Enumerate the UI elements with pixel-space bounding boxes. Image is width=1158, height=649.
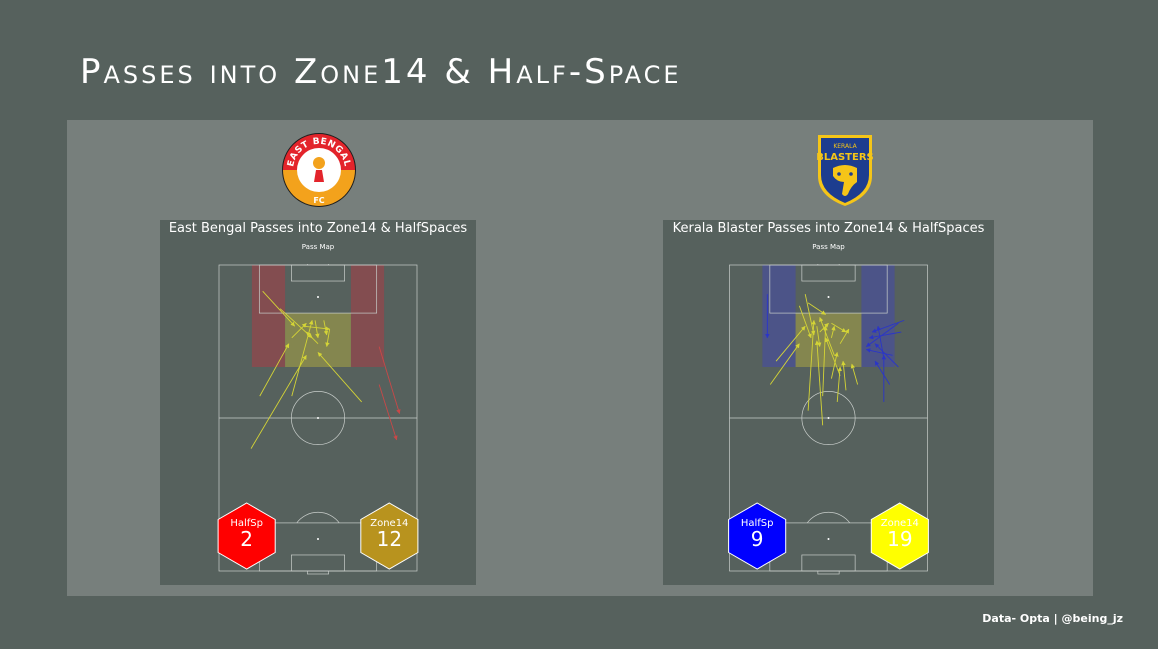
halfspace-pass-arrow <box>378 346 401 415</box>
top-penalty-spot <box>827 296 830 299</box>
zone14-pass-arrow <box>850 363 859 385</box>
halfspace-pass-arrow <box>378 384 398 441</box>
zone14-pass-arrow <box>816 326 822 348</box>
centre-circle <box>801 391 856 445</box>
kerala-blasters-crest: KERALA BLASTERS <box>816 135 874 206</box>
chart-title: Kerala Blaster Passes into Zone14 & Half… <box>672 221 985 236</box>
zone14-pass-arrow <box>804 294 816 336</box>
data-source-credit: Data- Opta | @being_jz <box>982 612 1123 625</box>
bottom-goal <box>817 570 840 575</box>
page-title: Passes into Zone14 & Half-Space <box>80 52 682 92</box>
halfspace-counter-shape <box>217 502 276 570</box>
bottom-penalty-box <box>258 522 378 572</box>
bottom-penalty-spot <box>317 537 319 540</box>
zone14-pass-arrow <box>325 329 331 348</box>
chart-title: East Bengal Passes into Zone14 & HalfSpa… <box>168 221 468 236</box>
east-bengal-chart: East Bengal Passes into Zone14 & HalfSpa… <box>160 220 476 585</box>
zone14-pass-arrow <box>291 322 307 339</box>
centre-spot <box>317 417 319 419</box>
halfspace-zone <box>762 265 796 367</box>
zone14-pass-arrow <box>306 331 319 345</box>
halfspace-counter-label: HalfSp <box>230 518 263 529</box>
bottom-penalty-arc <box>296 511 340 524</box>
zone14-pass-arrow <box>836 366 843 403</box>
halfspace-zone <box>251 265 286 367</box>
zone14-pass-arrow <box>262 290 296 327</box>
halfspace-pass-arrow <box>865 348 893 356</box>
zone14-counter-shape <box>870 502 929 570</box>
top-goal <box>817 264 840 266</box>
centre-spot <box>827 417 830 419</box>
crest-fc-text: FC <box>313 196 324 205</box>
bottom-penalty-arc <box>806 511 851 524</box>
bottom-six-yard-box <box>801 554 856 572</box>
bottom-penalty-box <box>769 522 888 572</box>
halfspace-pass-arrow <box>865 322 899 347</box>
zone14-pass-arrow <box>798 305 812 339</box>
chart-subtitle: Pass Map <box>301 243 335 251</box>
top-six-yard-box <box>801 264 856 282</box>
chart-subtitle: Pass Map <box>812 243 845 251</box>
crest-kerala-text: KERALA <box>833 143 857 150</box>
bottom-goal <box>306 570 330 575</box>
zone14-pass-arrow <box>259 343 290 397</box>
top-six-yard-box <box>291 264 345 282</box>
zone14-counter-label: Zone14 <box>881 518 919 529</box>
kerala-blasters-chart: Kerala Blaster Passes into Zone14 & Half… <box>663 220 994 585</box>
zone14-counter-count: 19 <box>887 527 912 551</box>
halfspace-counter-label: HalfSp <box>741 518 774 529</box>
zone14-pass-arrow <box>807 319 816 411</box>
zone14-pass-arrow <box>819 317 835 356</box>
zone14-pass-arrow <box>814 340 824 426</box>
halfspace-counter-count: 9 <box>751 527 764 551</box>
halfspace-pass-arrow <box>868 331 902 340</box>
zone14-pass-arrow <box>769 343 800 385</box>
zone14-zone <box>285 313 351 367</box>
zone14-pass-arrow <box>807 302 826 315</box>
zone14-pass-arrow <box>323 320 329 336</box>
zone14-pass-arrow <box>775 325 806 362</box>
halfspace-pass-arrow <box>871 319 905 333</box>
zone14-pass-arrow <box>250 354 307 449</box>
zone14-pass-arrow <box>839 328 850 344</box>
centre-circle <box>291 391 345 445</box>
bottom-penalty-spot <box>827 537 830 540</box>
zone14-pass-arrow <box>317 352 363 403</box>
zone14-counter-label: Zone14 <box>370 518 408 529</box>
charts-panel: EAST BENGAL FC KERALA BLASTERS East Beng… <box>67 120 1093 596</box>
halfspace-counter-shape <box>728 502 787 570</box>
zone14-pass-arrow <box>831 322 847 333</box>
zone14-counter-shape <box>360 502 419 570</box>
crest-blasters-text: BLASTERS <box>816 152 874 163</box>
bottom-six-yard-box <box>291 554 345 572</box>
zone14-pass-arrow <box>841 360 847 391</box>
flame-icon <box>313 157 325 169</box>
halfspace-pass-arrow <box>874 343 899 368</box>
top-goal <box>306 264 330 266</box>
halfspace-pass-arrow <box>874 360 891 385</box>
halfspace-counter-count: 2 <box>240 527 253 551</box>
zone14-counter-count: 12 <box>377 527 402 551</box>
torch-icon <box>314 170 324 182</box>
top-penalty-spot <box>317 296 319 299</box>
zone14-pass-arrow <box>830 325 836 338</box>
halfspace-zone <box>350 265 385 367</box>
zone14-pass-arrow <box>830 351 839 379</box>
east-bengal-crest: EAST BENGAL FC <box>282 133 356 207</box>
zone14-pass-arrow <box>314 320 320 339</box>
